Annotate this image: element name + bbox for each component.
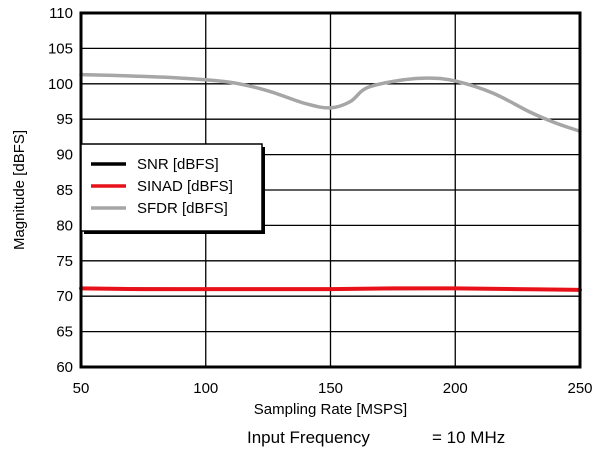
y-tick-label: 110 (49, 5, 73, 22)
annotation-label: Input Frequency (247, 428, 370, 447)
y-tick-label: 60 (56, 359, 73, 376)
legend-label: SNR [dBFS] (137, 156, 219, 173)
x-tick-label: 50 (73, 380, 90, 397)
y-tick-label: 100 (48, 76, 73, 93)
annotation-value: = 10 MHz (432, 428, 505, 447)
y-tick-labels: 60 65 70 75 80 85 90 95 100 105 110 (48, 5, 73, 376)
y-tick-label: 85 (56, 182, 73, 199)
x-tick-label: 200 (443, 380, 468, 397)
x-tick-label: 150 (318, 380, 343, 397)
y-tick-label: 95 (56, 111, 73, 128)
x-tick-label: 100 (193, 380, 218, 397)
legend-label: SFDR [dBFS] (137, 200, 228, 217)
y-axis-label: Magnitude [dBFS] (11, 130, 28, 250)
x-tick-label: 250 (567, 380, 592, 397)
y-tick-label: 65 (56, 324, 73, 341)
x-axis-label: Sampling Rate [MSPS] (254, 401, 407, 418)
y-tick-label: 80 (56, 217, 73, 234)
sfdr-line (79, 72, 582, 133)
x-tick-labels: 50 100 150 200 250 (73, 380, 593, 397)
y-tick-label: 70 (56, 288, 73, 305)
legend: SNR [dBFS] SINAD [dBFS] SFDR [dBFS] (80, 143, 265, 234)
series-lines (79, 72, 582, 292)
legend-label: SINAD [dBFS] (137, 178, 233, 195)
y-tick-label: 105 (48, 40, 73, 57)
y-tick-label: 90 (56, 147, 73, 164)
sinad-line (79, 286, 582, 292)
y-tick-label: 75 (56, 253, 73, 270)
